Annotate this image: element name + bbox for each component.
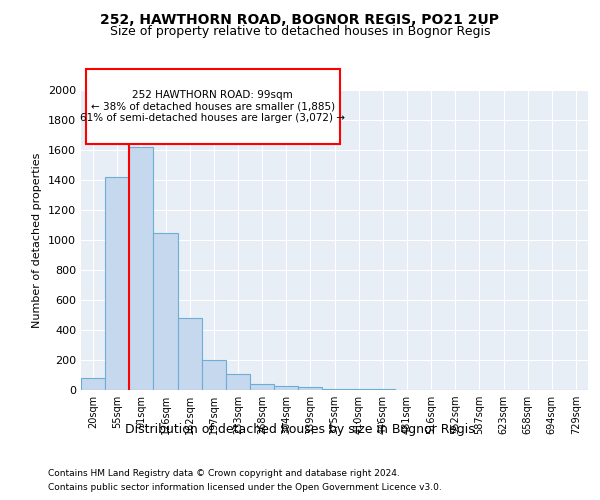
Text: Contains HM Land Registry data © Crown copyright and database right 2024.: Contains HM Land Registry data © Crown c… bbox=[48, 468, 400, 477]
Bar bbox=[105, 177, 129, 390]
Bar bbox=[322, 388, 347, 390]
Bar bbox=[347, 388, 371, 390]
Text: 252, HAWTHORN ROAD, BOGNOR REGIS, PO21 2UP: 252, HAWTHORN ROAD, BOGNOR REGIS, PO21 2… bbox=[101, 12, 499, 26]
Text: Size of property relative to detached houses in Bognor Regis: Size of property relative to detached ho… bbox=[110, 25, 490, 38]
Bar bbox=[129, 147, 154, 390]
Text: 252 HAWTHORN ROAD: 99sqm
← 38% of detached houses are smaller (1,885)
61% of sem: 252 HAWTHORN ROAD: 99sqm ← 38% of detach… bbox=[80, 90, 346, 123]
Bar bbox=[154, 232, 178, 390]
Bar bbox=[250, 384, 274, 390]
Bar bbox=[371, 389, 395, 390]
Text: Distribution of detached houses by size in Bognor Regis: Distribution of detached houses by size … bbox=[125, 422, 475, 436]
Bar bbox=[178, 318, 202, 390]
Bar bbox=[298, 387, 322, 390]
Bar bbox=[202, 360, 226, 390]
Bar bbox=[274, 386, 298, 390]
Y-axis label: Number of detached properties: Number of detached properties bbox=[32, 152, 43, 328]
Bar bbox=[226, 374, 250, 390]
Text: Contains public sector information licensed under the Open Government Licence v3: Contains public sector information licen… bbox=[48, 484, 442, 492]
Bar bbox=[81, 378, 105, 390]
FancyBboxPatch shape bbox=[86, 69, 340, 144]
